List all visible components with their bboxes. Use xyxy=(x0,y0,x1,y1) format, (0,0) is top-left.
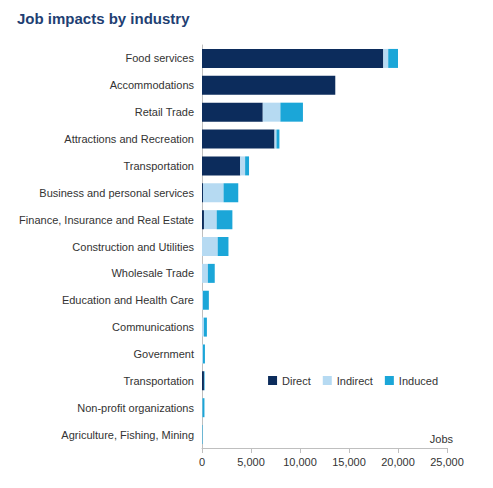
svg-text:Non-profit organizations: Non-profit organizations xyxy=(77,402,194,414)
svg-text:Business and personal services: Business and personal services xyxy=(39,187,194,199)
svg-text:Communications: Communications xyxy=(112,321,194,333)
svg-text:25,000: 25,000 xyxy=(430,456,464,468)
svg-text:Attractions and Recreation: Attractions and Recreation xyxy=(64,133,194,145)
svg-text:10,000: 10,000 xyxy=(283,456,317,468)
svg-text:Wholesale Trade: Wholesale Trade xyxy=(111,267,194,279)
svg-text:15,000: 15,000 xyxy=(332,456,366,468)
svg-text:Construction and Utilities: Construction and Utilities xyxy=(72,241,194,253)
svg-text:Accommodations: Accommodations xyxy=(110,79,195,91)
svg-text:Direct: Direct xyxy=(282,375,311,387)
svg-text:Agriculture, Fishing, Mining: Agriculture, Fishing, Mining xyxy=(61,429,194,441)
svg-text:0: 0 xyxy=(199,456,205,468)
svg-text:Finance, Insurance and Real Es: Finance, Insurance and Real Estate xyxy=(19,214,194,226)
svg-text:Transportation: Transportation xyxy=(123,160,194,172)
svg-text:Job impacts by industry: Job impacts by industry xyxy=(17,10,190,27)
svg-text:Government: Government xyxy=(133,348,194,360)
svg-text:20,000: 20,000 xyxy=(381,456,415,468)
svg-text:Retail Trade: Retail Trade xyxy=(135,106,194,118)
svg-text:Jobs: Jobs xyxy=(430,433,454,445)
svg-text:5,000: 5,000 xyxy=(237,456,265,468)
svg-text:Induced: Induced xyxy=(399,375,438,387)
svg-text:Transportation: Transportation xyxy=(123,375,194,387)
svg-text:Indirect: Indirect xyxy=(337,375,373,387)
svg-text:Education and Health Care: Education and Health Care xyxy=(62,294,194,306)
svg-text:Food services: Food services xyxy=(126,52,195,64)
